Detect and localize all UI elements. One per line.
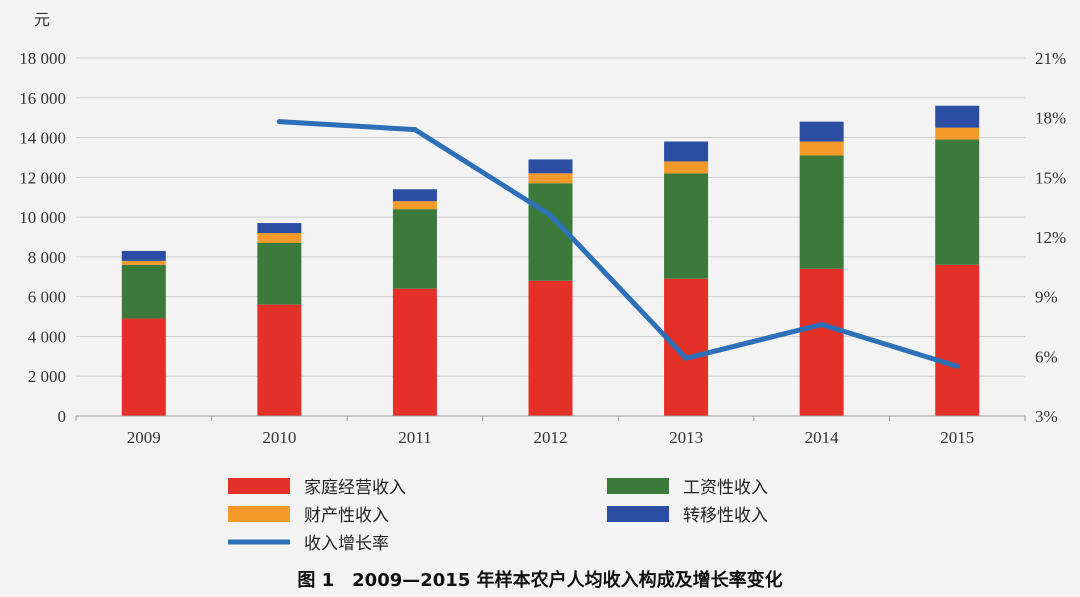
growth-rate-point <box>276 119 282 125</box>
bar-segment <box>799 141 844 156</box>
legend-swatch <box>607 478 669 494</box>
legend-label: 财产性收入 <box>304 506 389 526</box>
growth-rate-point <box>683 355 689 361</box>
bar-segment <box>392 201 437 210</box>
y-left-tick-label: 8 000 <box>28 248 66 267</box>
bar-segment <box>664 173 709 279</box>
growth-rate-point <box>548 212 553 218</box>
bar-segment <box>664 161 709 174</box>
legend-label: 收入增长率 <box>304 534 389 554</box>
y-left-tick-label: 10 000 <box>19 208 66 227</box>
bar-segment <box>257 223 302 234</box>
y-right-tick-label: 9% <box>1035 288 1058 307</box>
bar-segment <box>799 155 844 269</box>
growth-rate-line <box>276 119 960 369</box>
legend-label: 转移性收入 <box>683 506 768 526</box>
y-left-tick-label: 18 000 <box>19 49 66 68</box>
bar-segment <box>392 209 437 289</box>
bar-segment <box>121 264 166 319</box>
y-left-tick-label: 0 <box>58 407 67 426</box>
y-left-tick-label: 2 000 <box>28 367 66 386</box>
x-tick-label: 2012 <box>534 428 568 447</box>
bar-segment <box>392 189 437 202</box>
legend-label: 工资性收入 <box>683 478 768 498</box>
bar-segment <box>528 173 573 184</box>
legend-swatch <box>607 506 669 522</box>
growth-line-layer <box>276 119 960 369</box>
x-tick-label: 2009 <box>127 428 161 447</box>
bar-segment <box>257 242 302 305</box>
y-right-tick-label: 21% <box>1035 49 1066 68</box>
y-left-tick-label: 16 000 <box>19 89 66 108</box>
y-left-tick-label: 14 000 <box>19 129 66 148</box>
bar-segment <box>528 280 573 416</box>
y-left-tick-label: 6 000 <box>28 288 66 307</box>
bar-segment <box>799 268 844 416</box>
bar-segment <box>392 288 437 416</box>
axes: 元 0 2 000 4 000 6 000 8 000 10 000 12 000 14 00… <box>19 10 1066 447</box>
growth-rate-point <box>819 322 825 328</box>
x-tick-label: 2011 <box>398 428 431 447</box>
bars <box>121 105 980 416</box>
bar-segment <box>935 264 980 416</box>
bar-segment <box>935 105 980 128</box>
bar-segment <box>935 127 980 140</box>
bar-segment <box>935 139 980 265</box>
bar-segment <box>121 260 166 265</box>
x-tick-label: 2013 <box>669 428 703 447</box>
y-left-tick-label: 4 000 <box>28 327 66 346</box>
y-right-tick-label: 6% <box>1035 347 1058 366</box>
x-tick-label: 2015 <box>940 428 974 447</box>
legend-label: 家庭经营收入 <box>304 478 406 498</box>
bar-segment <box>664 141 709 162</box>
x-tick-label: 2014 <box>805 428 840 447</box>
bar-segment <box>528 159 573 174</box>
y-right-tick-label: 3% <box>1035 407 1058 426</box>
legend-swatch <box>228 478 290 494</box>
legend-swatch <box>228 506 290 522</box>
y-right-tick-label: 18% <box>1035 109 1066 128</box>
figure-caption: 图 1 2009—2015 年样本农户人均收入构成及增长率变化 <box>297 569 782 591</box>
bar-segment <box>257 233 302 243</box>
y-left-unit-label: 元 <box>34 10 50 29</box>
bar-segment <box>257 304 302 416</box>
bar-segment <box>121 250 166 261</box>
bar-segment <box>121 318 166 416</box>
bar-segment <box>799 121 844 142</box>
x-tick-label: 2010 <box>262 428 296 447</box>
bar-segment <box>664 278 709 416</box>
growth-rate-point <box>412 127 418 133</box>
growth-rate-point <box>954 363 960 369</box>
y-right-tick-label: 15% <box>1035 168 1066 187</box>
y-left-tick-label: 12 000 <box>19 168 66 187</box>
y-right-tick-label: 12% <box>1035 228 1066 247</box>
